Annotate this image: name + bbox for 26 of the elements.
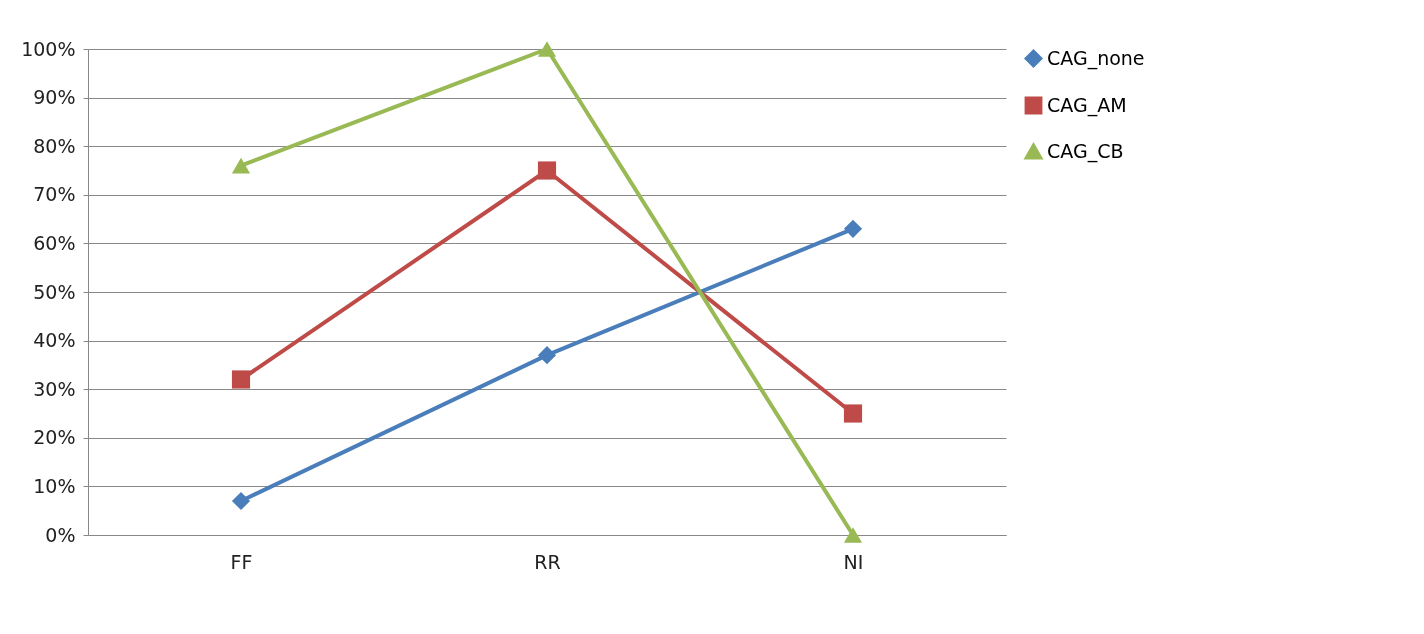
y-tick-label: 100% (21, 37, 76, 60)
y-tick-label: 40% (33, 329, 76, 352)
x-tick-label: RR (534, 550, 561, 573)
point (843, 527, 863, 543)
legend-label: CAG_none (1047, 46, 1145, 70)
point (231, 370, 251, 389)
point (231, 491, 251, 511)
point (537, 161, 557, 180)
legend-label: CAG_AM (1047, 93, 1127, 117)
point (843, 404, 863, 423)
y-tick-label: 60% (33, 231, 76, 254)
x-tick-label: FF (230, 550, 253, 573)
x-tick-label: NI (843, 550, 864, 573)
y-tick-label: 0% (45, 523, 76, 546)
point (537, 346, 557, 365)
y-tick-label: 30% (33, 377, 76, 400)
y-tick-label: 90% (33, 86, 76, 109)
y-tick-label: 50% (33, 280, 76, 303)
y-tick-label: 20% (33, 426, 76, 449)
point (843, 219, 863, 238)
point (537, 41, 557, 57)
y-tick-label: 10% (33, 474, 76, 497)
y-tick-label: 70% (33, 183, 76, 206)
y-tick-label: 80% (33, 134, 76, 157)
point (231, 157, 251, 174)
legend-label: CAG_CB (1047, 139, 1124, 163)
